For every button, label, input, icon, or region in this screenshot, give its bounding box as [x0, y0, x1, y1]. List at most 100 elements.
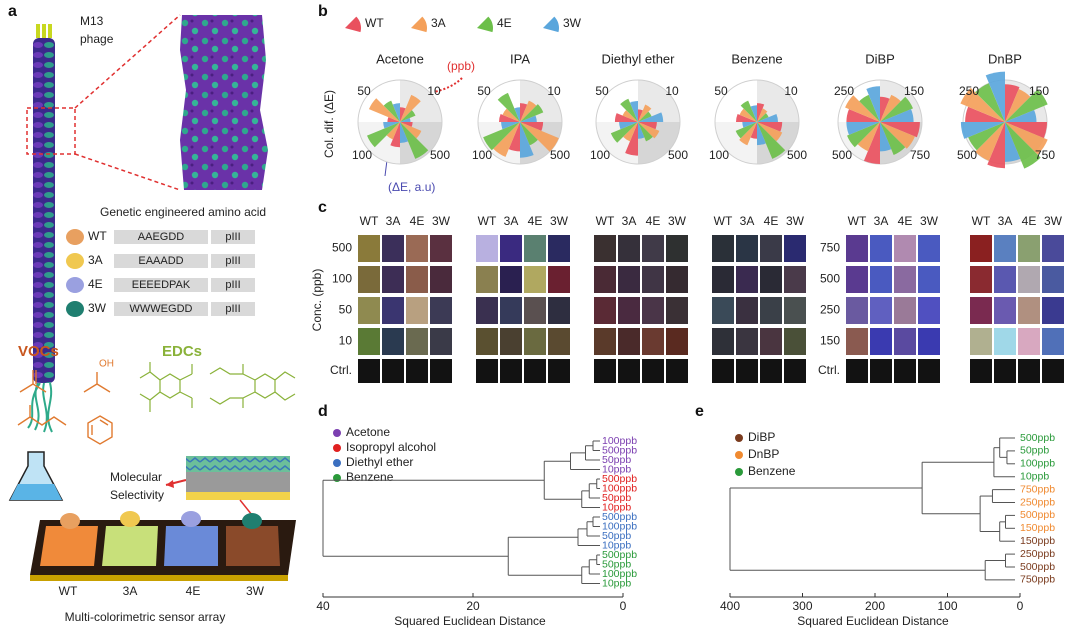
color-cell: [618, 235, 640, 262]
quadrant-label: 500: [668, 148, 688, 162]
leaf-label: 10ppb: [602, 539, 631, 551]
phage-cap: [48, 24, 52, 38]
row-label: 50: [339, 303, 353, 317]
column-label: 3A: [998, 214, 1013, 228]
color-cell: [870, 328, 892, 355]
color-cell: [358, 266, 380, 293]
petal: [383, 122, 400, 129]
color-cell: [382, 297, 404, 324]
row-label: Ctrl.: [330, 363, 352, 377]
leaf-label: 500ppb: [602, 511, 637, 523]
color-cell: [430, 235, 452, 262]
leaf-label: 100ppb: [602, 568, 637, 580]
color-cell: [594, 235, 616, 262]
petal: [638, 112, 664, 122]
color-cell: [760, 235, 782, 262]
color-cell: [918, 328, 940, 355]
quadrant-label: 500: [430, 148, 450, 162]
edcs-label: EDCs: [162, 343, 202, 360]
petal: [968, 122, 1005, 151]
column-label: 4E: [764, 214, 779, 228]
color-cell: [1018, 266, 1040, 293]
row-icon: [66, 301, 84, 317]
color-cell: [870, 266, 892, 293]
quadrant-label: 10: [665, 84, 679, 98]
rose-outline: [595, 79, 681, 165]
row-name: 3W: [88, 301, 107, 315]
petal: [1005, 122, 1048, 155]
petal: [965, 106, 1005, 122]
column-label: 3A: [740, 214, 755, 228]
petal: [757, 122, 783, 142]
petal: [610, 122, 638, 143]
petal: [400, 117, 411, 122]
quadrant-label: 150: [1029, 84, 1049, 98]
color-cell: [970, 266, 992, 293]
leaf-label: 750ppb: [1020, 574, 1055, 586]
legend-swatch: [477, 16, 493, 33]
column-label: 3W: [920, 214, 939, 228]
leaf-label: 50ppb: [602, 454, 631, 466]
anchor: pIII: [225, 303, 240, 315]
color-cell: [846, 297, 868, 324]
color-cell: [594, 297, 616, 324]
legend-swatch: [345, 16, 361, 33]
x-axis-label: Squared Euclidean Distance: [394, 614, 546, 628]
zoom-line: [74, 14, 181, 109]
ctrl-cell: [358, 359, 380, 383]
color-cell: [894, 266, 916, 293]
anchor-box: [211, 302, 255, 316]
petal: [880, 109, 914, 122]
sequence-box: [114, 278, 208, 292]
column-label: WT: [848, 214, 867, 228]
legend-label: Diethyl ether: [346, 455, 413, 469]
ctrl-cell: [970, 359, 992, 383]
column-label: 3A: [622, 214, 637, 228]
color-cell: [894, 328, 916, 355]
leaf-label: 150ppb: [1020, 522, 1055, 534]
phage-blob: [181, 511, 201, 527]
row-label: 750: [820, 241, 840, 255]
oh-label: OH: [99, 359, 114, 370]
color-cell: [524, 266, 546, 293]
petal: [857, 122, 880, 152]
leaf-label: 500ppb: [602, 444, 637, 456]
legend-label: 4E: [497, 16, 512, 30]
petal: [880, 122, 906, 155]
voc-molecules: [17, 370, 113, 445]
petal: [975, 83, 1005, 122]
color-cell: [918, 235, 940, 262]
petal: [383, 100, 400, 122]
sensor-label: 4E: [186, 584, 201, 598]
petal: [880, 122, 892, 152]
column-label: 3A: [504, 214, 519, 228]
leaf-label: 50ppb: [602, 558, 631, 570]
film-layer: [186, 492, 290, 500]
color-cell: [358, 297, 380, 324]
color-cell: [894, 235, 916, 262]
petal: [620, 98, 638, 122]
petal: [739, 122, 757, 146]
ctrl-cell: [618, 359, 640, 383]
column-label: 3W: [1044, 214, 1063, 228]
leaf-label: 500ppb: [602, 549, 637, 561]
legend-swatch: [543, 16, 559, 33]
quadrant-label: 100: [709, 148, 729, 162]
x-tick-label: 0: [620, 599, 627, 613]
anchor-box: [211, 254, 255, 268]
color-cell: [760, 297, 782, 324]
quadrant-label: 500: [832, 148, 852, 162]
legend-dot: [333, 459, 341, 467]
legend-dot: [735, 468, 743, 476]
petal: [739, 108, 757, 122]
legend-label: Benzene: [748, 464, 796, 478]
color-cell: [1018, 297, 1040, 324]
column-label: 3W: [550, 214, 569, 228]
color-cell: [760, 328, 782, 355]
petal: [757, 103, 765, 122]
panel-letter: e: [695, 403, 704, 420]
color-cell: [358, 235, 380, 262]
column-label: 3W: [786, 214, 805, 228]
value-note: (ΔE, a.u): [388, 180, 435, 194]
ctrl-cell: [666, 359, 688, 383]
